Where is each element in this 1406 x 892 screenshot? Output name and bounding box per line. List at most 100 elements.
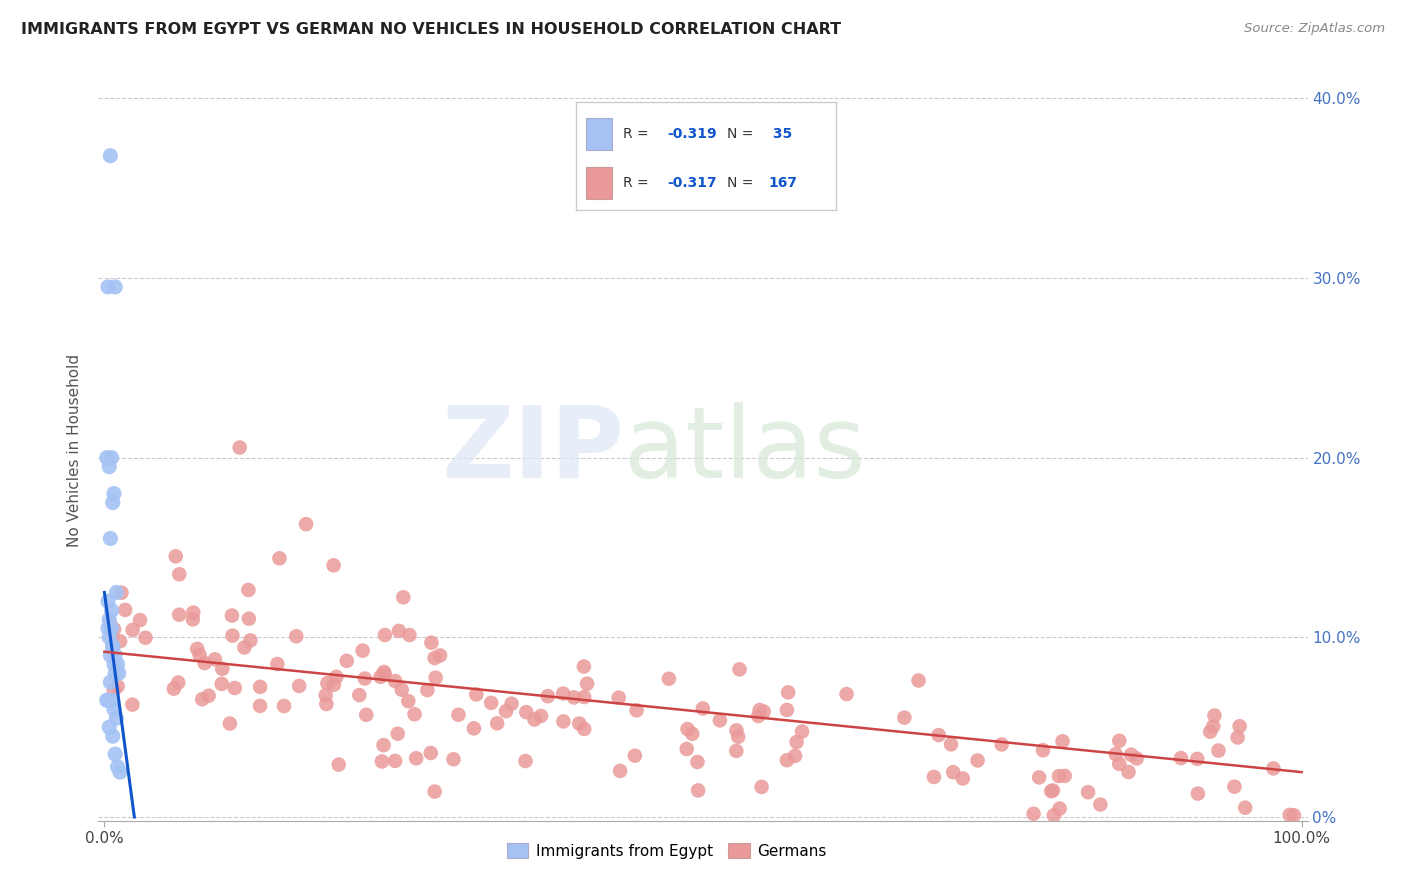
Point: [1043, 808, 1066, 822]
Point: [97, 621, 120, 635]
Point: [692, 701, 714, 715]
Point: [1202, 719, 1225, 733]
Point: [249, 680, 271, 694]
Point: [778, 685, 800, 699]
Point: [1226, 731, 1249, 745]
Point: [356, 707, 378, 722]
Point: [783, 748, 806, 763]
Point: [266, 657, 288, 671]
Point: [238, 612, 260, 626]
Point: [204, 652, 226, 666]
Point: [100, 675, 122, 690]
Point: [100, 648, 122, 663]
Point: [928, 728, 950, 742]
Point: [373, 665, 395, 679]
Point: [101, 640, 124, 654]
Legend: Immigrants from Egypt, Germans: Immigrants from Egypt, Germans: [501, 837, 832, 865]
Point: [463, 722, 485, 736]
Point: [1053, 769, 1076, 783]
Point: [752, 705, 775, 719]
Point: [336, 654, 359, 668]
Point: [688, 783, 710, 797]
Point: [103, 702, 125, 716]
Point: [163, 681, 186, 696]
Point: [167, 607, 190, 622]
Point: [295, 517, 318, 532]
Point: [537, 689, 560, 703]
Point: [105, 711, 128, 725]
Point: [443, 752, 465, 766]
Point: [1049, 801, 1071, 815]
Point: [121, 623, 143, 637]
Point: [96, 450, 118, 465]
Point: [609, 764, 631, 778]
Point: [574, 690, 596, 704]
Point: [353, 672, 375, 686]
Point: [374, 628, 396, 642]
Point: [181, 606, 204, 620]
Text: ZIP: ZIP: [441, 402, 624, 499]
Y-axis label: No Vehicles in Household: No Vehicles in Household: [67, 354, 83, 547]
Point: [349, 688, 371, 702]
Point: [465, 688, 488, 702]
Point: [249, 698, 271, 713]
Point: [725, 744, 748, 758]
Point: [103, 486, 125, 500]
Point: [104, 280, 127, 294]
Point: [104, 747, 127, 761]
Point: [1032, 743, 1054, 757]
Point: [188, 648, 211, 662]
Point: [686, 755, 709, 769]
Point: [107, 679, 129, 693]
Point: [100, 693, 122, 707]
Point: [1040, 784, 1063, 798]
Point: [574, 722, 596, 736]
Point: [1229, 719, 1251, 733]
Point: [269, 551, 291, 566]
Point: [197, 689, 219, 703]
Point: [523, 713, 546, 727]
Point: [97, 594, 120, 608]
Point: [893, 711, 915, 725]
Point: [97, 693, 120, 707]
Point: [238, 582, 260, 597]
Point: [315, 697, 337, 711]
Point: [396, 694, 419, 708]
Point: [105, 585, 128, 599]
Point: [374, 667, 396, 681]
Point: [191, 692, 214, 706]
Point: [425, 671, 447, 685]
Point: [1118, 764, 1140, 779]
Point: [728, 662, 751, 676]
Point: [1204, 708, 1226, 723]
Point: [239, 633, 262, 648]
Point: [233, 640, 256, 655]
Point: [285, 629, 308, 643]
Point: [373, 738, 395, 752]
Point: [98, 631, 121, 645]
Point: [922, 770, 945, 784]
Text: atlas: atlas: [624, 402, 866, 499]
Point: [420, 636, 443, 650]
Point: [370, 670, 392, 684]
Point: [392, 591, 415, 605]
Point: [405, 751, 427, 765]
Point: [1187, 752, 1209, 766]
Point: [107, 657, 129, 672]
Point: [676, 722, 699, 736]
Point: [100, 532, 122, 546]
Point: [1052, 734, 1074, 748]
Point: [387, 727, 409, 741]
Point: [129, 613, 152, 627]
Point: [1234, 800, 1257, 814]
Point: [181, 612, 204, 626]
Point: [727, 730, 749, 744]
Point: [316, 676, 339, 690]
Point: [165, 549, 187, 564]
Point: [134, 631, 156, 645]
Point: [786, 735, 808, 749]
Point: [1278, 808, 1301, 822]
Point: [553, 687, 575, 701]
Point: [404, 707, 426, 722]
Point: [747, 709, 769, 723]
